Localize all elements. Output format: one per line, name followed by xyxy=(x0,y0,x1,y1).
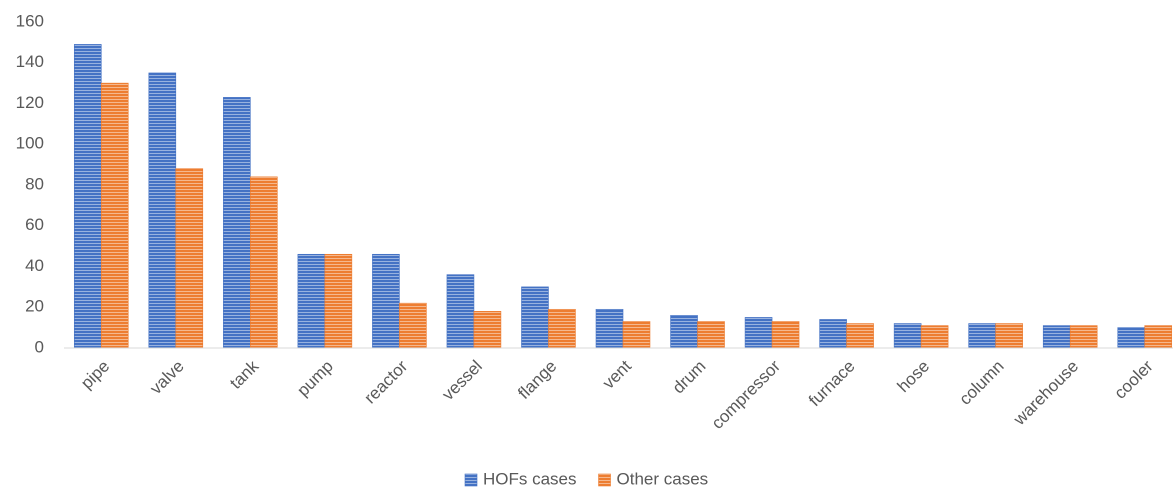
y-tick-label: 60 xyxy=(25,215,44,234)
bar xyxy=(223,97,251,349)
bar xyxy=(1069,325,1098,349)
x-tick-label: furnace xyxy=(805,357,859,411)
bar xyxy=(995,323,1023,349)
legend-swatch xyxy=(598,473,611,487)
bar xyxy=(297,253,326,349)
bar xyxy=(893,323,922,349)
y-tick-label: 20 xyxy=(25,297,44,316)
bar xyxy=(1117,327,1146,349)
x-tick-label: pipe xyxy=(77,357,113,393)
y-tick-label: 120 xyxy=(16,93,44,112)
legend-swatch xyxy=(464,473,478,487)
bar xyxy=(744,317,773,349)
x-tick-label: reactor xyxy=(361,356,412,407)
y-tick-label: 0 xyxy=(35,337,44,356)
bar xyxy=(771,321,800,349)
bar xyxy=(622,321,651,349)
bar xyxy=(968,323,996,349)
bar xyxy=(1144,325,1173,349)
x-tick-label: drum xyxy=(669,357,710,398)
x-tick-label: vessel xyxy=(438,357,486,405)
y-tick-label: 140 xyxy=(16,52,44,71)
legend-label: Other cases xyxy=(617,469,709,488)
bar xyxy=(697,321,725,349)
bar xyxy=(250,176,278,349)
bar xyxy=(372,253,400,349)
y-tick-label: 40 xyxy=(25,256,44,275)
bar xyxy=(521,286,549,349)
x-tick-label: valve xyxy=(146,357,187,398)
x-tick-label: flange xyxy=(514,357,560,403)
x-tick-label: tank xyxy=(226,356,263,393)
x-tick-label: column xyxy=(955,357,1007,409)
y-tick-label: 80 xyxy=(25,174,44,193)
bar xyxy=(100,82,129,349)
x-tick-label: hose xyxy=(894,357,934,397)
bar xyxy=(819,319,847,349)
bar xyxy=(175,168,204,349)
bar xyxy=(148,72,177,349)
legend-label: HOFs cases xyxy=(483,469,577,488)
x-tick-label: compressor xyxy=(708,356,784,432)
bar xyxy=(399,302,427,349)
bar xyxy=(73,44,102,349)
y-tick-label: 100 xyxy=(16,134,44,153)
bar xyxy=(595,308,624,349)
y-tick-label: 160 xyxy=(16,11,44,30)
x-tick-label: vent xyxy=(599,356,635,392)
bar xyxy=(473,311,502,349)
bar xyxy=(324,253,353,349)
bar xyxy=(846,323,874,349)
bar xyxy=(446,274,475,349)
x-tick-label: pump xyxy=(293,357,337,401)
bar xyxy=(920,325,949,349)
bar xyxy=(548,308,576,349)
x-tick-label: cooler xyxy=(1111,356,1157,402)
bar xyxy=(1042,325,1071,349)
bar xyxy=(670,315,698,349)
x-tick-label: warehouse xyxy=(1009,357,1082,430)
